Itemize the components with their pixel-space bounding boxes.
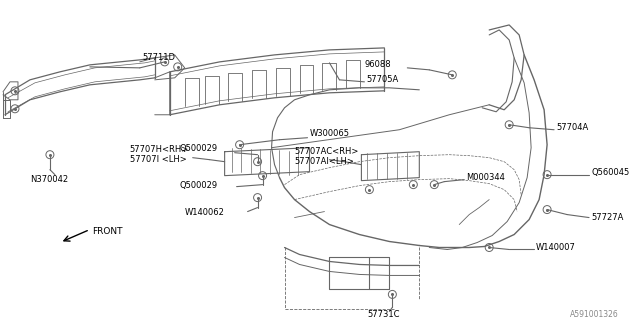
Text: Q560045: Q560045 [591,168,629,177]
Text: 57727A: 57727A [591,213,623,222]
Text: N370042: N370042 [30,175,68,184]
Text: W300065: W300065 [310,129,349,138]
Text: 57711D: 57711D [143,53,176,62]
Text: 57707AC<RH>: 57707AC<RH> [294,147,359,156]
Text: 57707I <LH>: 57707I <LH> [130,155,186,164]
Text: 57705A: 57705A [366,75,399,84]
Text: 57707AI<LH>: 57707AI<LH> [294,157,355,166]
Text: M000344: M000344 [466,173,505,182]
Text: W140007: W140007 [536,243,576,252]
Text: 57731C: 57731C [367,310,400,319]
Text: 96088: 96088 [364,60,391,69]
Text: Q500029: Q500029 [180,181,218,190]
Text: FRONT: FRONT [92,227,122,236]
Text: 57707H<RH>: 57707H<RH> [130,145,189,154]
Text: W140062: W140062 [185,208,225,217]
Text: A591001326: A591001326 [570,310,619,319]
Text: 57704A: 57704A [556,123,588,132]
Text: Q500029: Q500029 [180,144,218,153]
